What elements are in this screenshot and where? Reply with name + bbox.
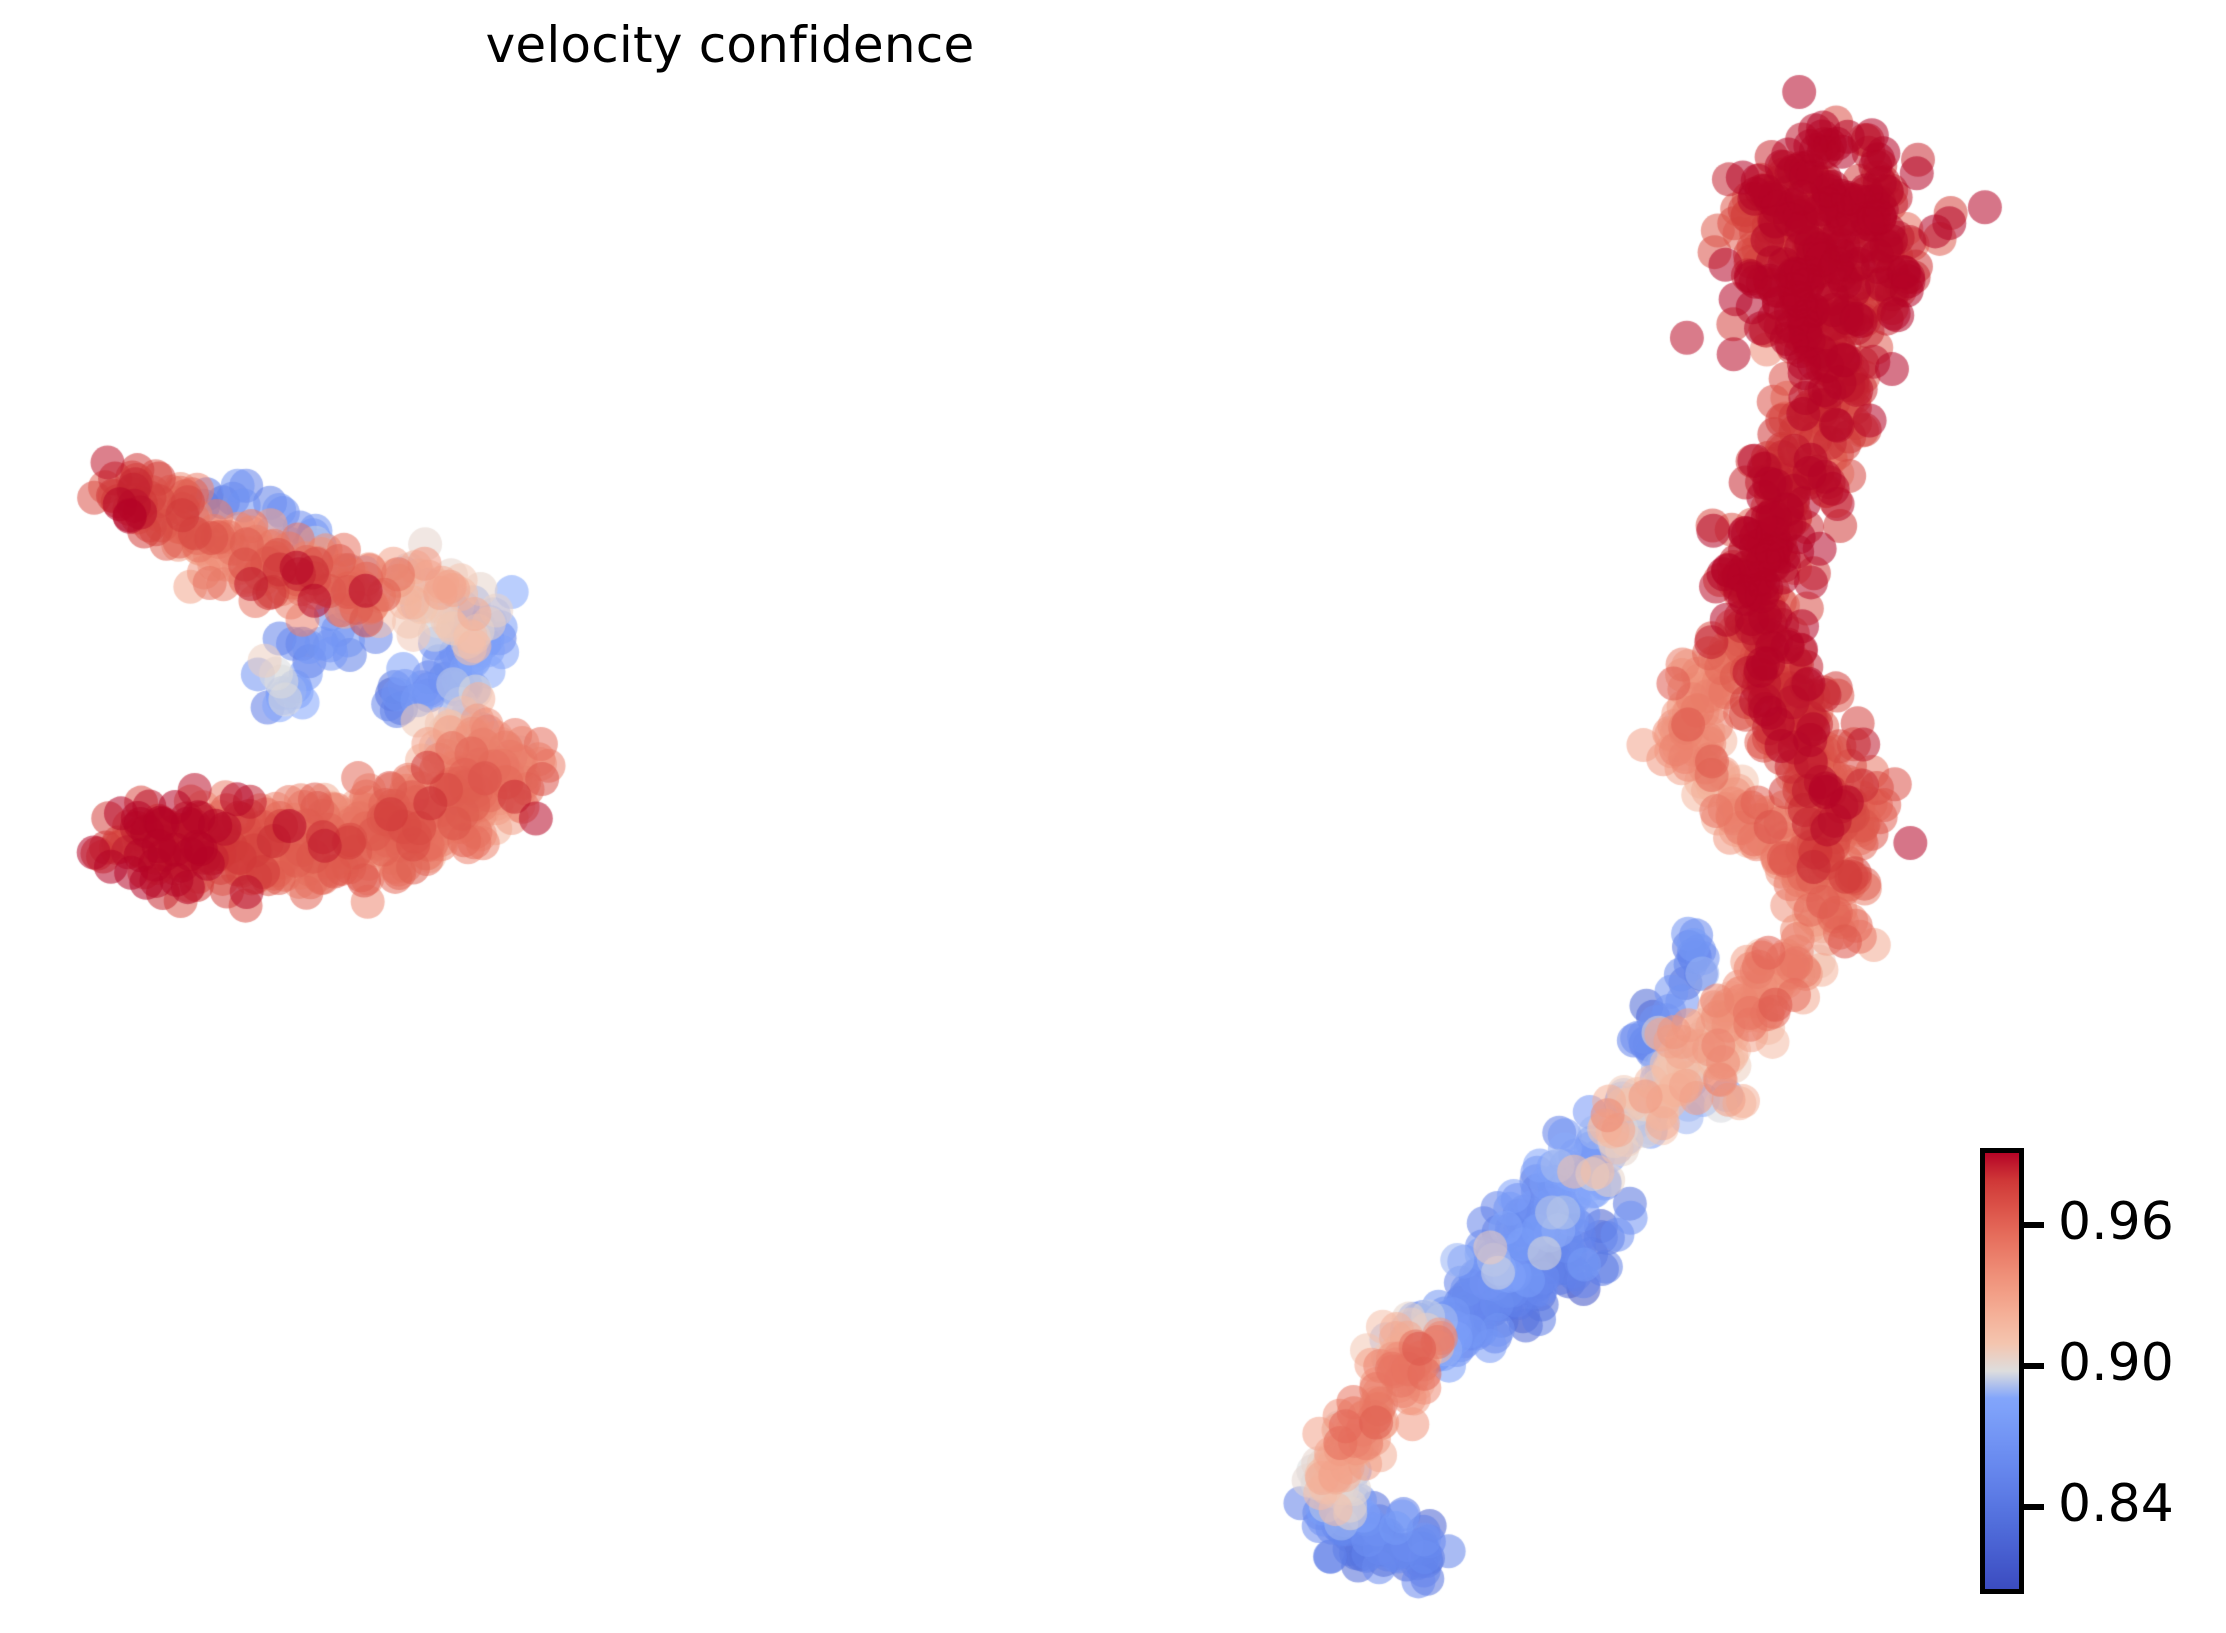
colorbar-tick-0 (2024, 1222, 2044, 1228)
colorbar-gradient (1980, 1148, 2024, 1594)
colorbar-tick-label-0: 0.96 (2058, 1192, 2174, 1252)
colorbar-tick-label-1: 0.90 (2058, 1333, 2174, 1393)
colorbar-tick-1 (2024, 1363, 2044, 1369)
colorbar-tick-2 (2024, 1504, 2044, 1510)
velocity-confidence-colorbar[interactable]: 0.96 0.90 0.84 (1980, 1148, 2174, 1594)
colorbar-tick-label-2: 0.84 (2058, 1474, 2174, 1534)
